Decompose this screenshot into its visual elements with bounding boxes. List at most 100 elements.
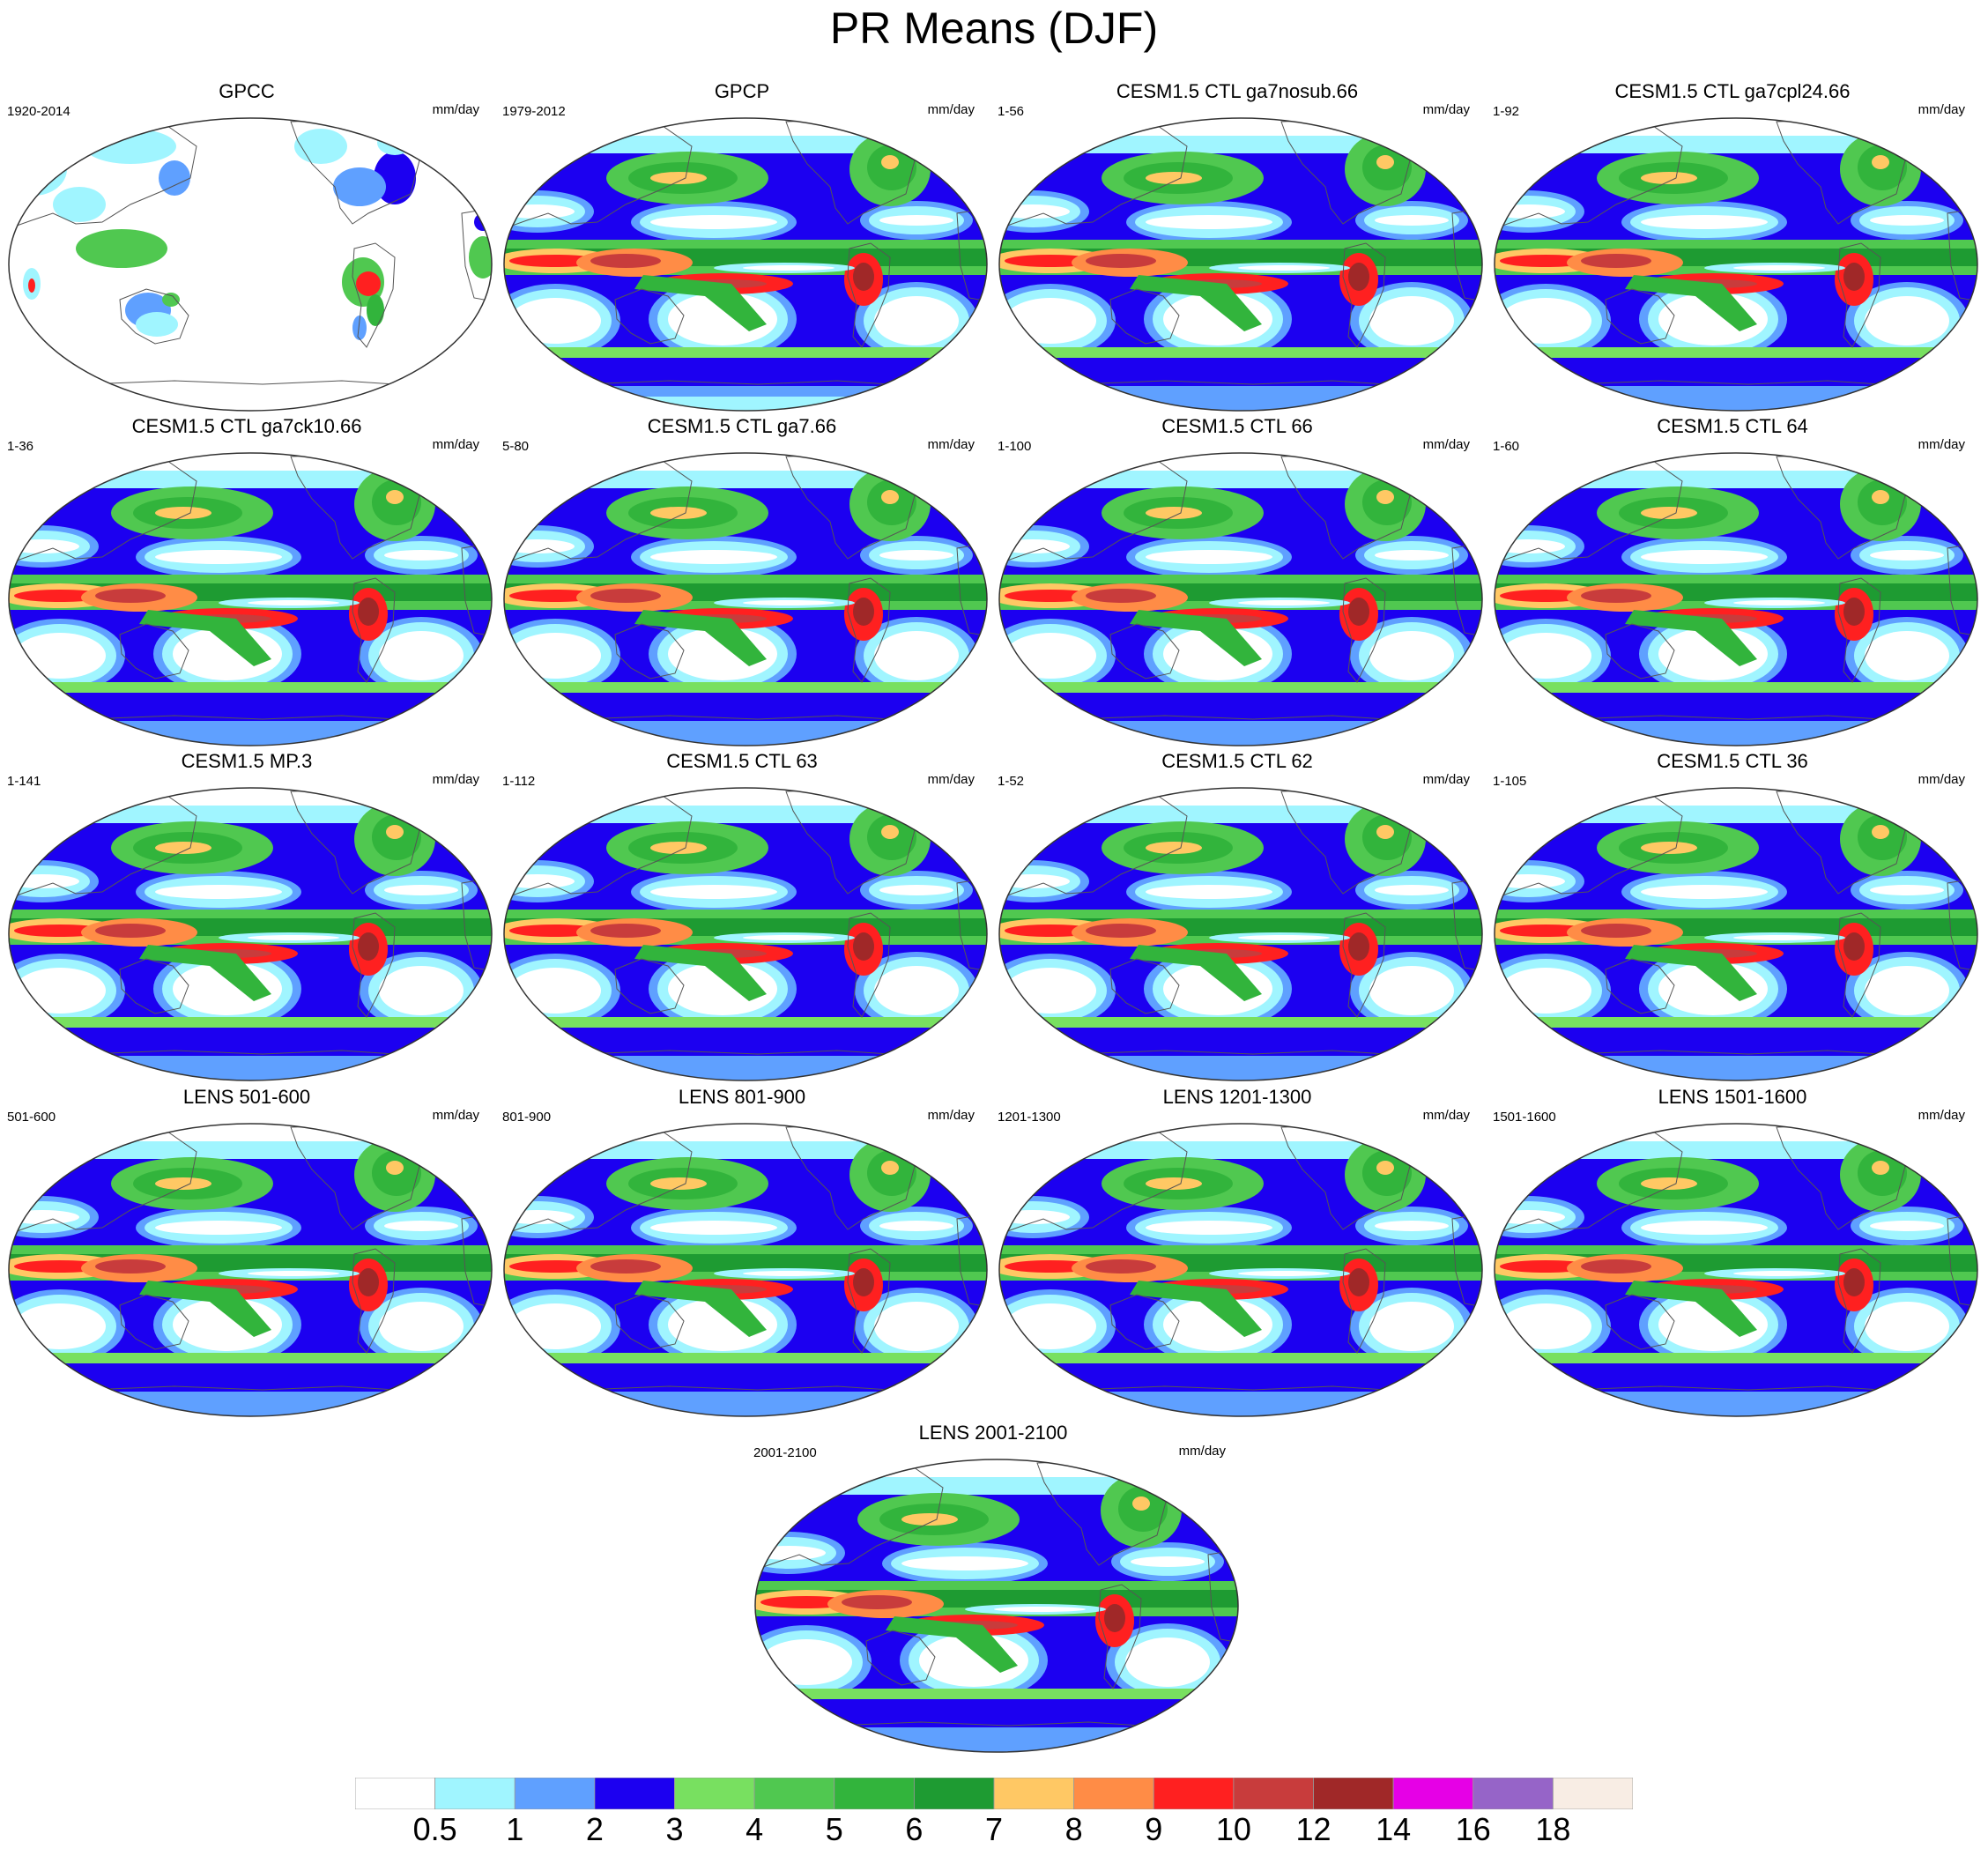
coastline-samerica <box>1837 577 1881 683</box>
coastline-australia <box>1109 623 1180 679</box>
precip-contour <box>1146 550 1272 564</box>
precip-contour <box>1495 1363 1977 1393</box>
panel-period: 1920-2014 <box>7 104 70 119</box>
precip-contour <box>874 1302 959 1351</box>
precip-contour <box>1865 966 1949 1015</box>
panel-units: mm/day <box>1422 772 1470 787</box>
precip-contour <box>379 1302 464 1351</box>
map-panel: CESM1.5 CTL 64 1-60 mm/day <box>1486 416 1979 749</box>
precip-contour <box>358 1268 379 1296</box>
coastline-asia <box>1495 788 1683 900</box>
map-border <box>1494 117 1978 412</box>
panel-period: 501-600 <box>7 1110 56 1125</box>
colorbar-box <box>1392 1778 1474 1809</box>
coastline-samerica <box>352 912 396 1018</box>
precip-contour <box>139 610 271 666</box>
precip-contour <box>1870 1221 1944 1231</box>
panel-period: 801-900 <box>502 1110 552 1125</box>
coastline-asia <box>999 788 1188 900</box>
map-panel: GPCC 1920-2014 mm/day <box>0 81 493 414</box>
colorbar-box <box>1073 1778 1154 1809</box>
map-panel: LENS 501-600 501-600 mm/day <box>0 1087 493 1420</box>
colorbar-box <box>993 1778 1075 1809</box>
precip-contour <box>95 924 166 938</box>
precip-contour <box>26 145 58 166</box>
colorbar-box <box>1233 1778 1314 1809</box>
coastline-samerica <box>1342 1248 1386 1354</box>
precip-map <box>754 1459 1239 1753</box>
coastline-samerica <box>847 577 891 683</box>
precip-contour <box>999 721 1482 746</box>
coastline-asia <box>504 453 693 565</box>
precip-contour <box>1369 966 1454 1015</box>
precip-contour <box>1238 265 1330 271</box>
precip-contour <box>504 347 987 358</box>
precip-contour <box>9 682 492 693</box>
precip-contour <box>1495 1028 1977 1058</box>
coastline-australia <box>119 958 189 1014</box>
precip-contour <box>1733 265 1825 271</box>
coastline-australia <box>614 1294 685 1350</box>
precip-contour <box>504 1028 987 1058</box>
precip-contour <box>159 160 190 196</box>
precip-contour <box>504 358 987 388</box>
precip-contour <box>504 693 987 723</box>
map-border <box>8 787 493 1081</box>
precip-contour <box>9 1392 492 1416</box>
precip-contour <box>155 550 282 564</box>
map-panel: CESM1.5 CTL 36 1-105 mm/day <box>1486 751 1979 1084</box>
panel-units: mm/day <box>432 437 479 452</box>
precip-contour <box>842 1595 912 1609</box>
precip-contour <box>504 1363 987 1393</box>
precip-contour <box>743 265 835 271</box>
precip-contour <box>590 924 661 938</box>
colorbar-tick-label: 8 <box>1064 1811 1083 1847</box>
precip-contour <box>248 600 339 605</box>
precip-contour <box>85 129 176 164</box>
precip-contour <box>1348 932 1369 961</box>
precip-contour <box>9 1124 492 1141</box>
precip-contour <box>853 263 874 291</box>
precip-contour <box>999 1353 1482 1363</box>
precip-contour <box>1625 1281 1757 1337</box>
precip-contour <box>384 885 458 895</box>
panel-title: CESM1.5 CTL 63 <box>666 750 818 772</box>
precip-contour <box>755 1699 1238 1729</box>
precip-contour <box>1375 885 1449 895</box>
precip-contour <box>901 1556 1028 1571</box>
precip-contour <box>9 1017 492 1028</box>
precip-contour <box>650 172 707 184</box>
precip-contour <box>28 278 35 293</box>
precip-contour <box>9 1056 492 1080</box>
precip-contour <box>504 1392 987 1416</box>
coastline-australia <box>1605 623 1675 679</box>
precip-contour <box>9 1028 492 1058</box>
precip-contour <box>1641 1221 1768 1235</box>
precip-contour <box>1733 600 1825 605</box>
colorbar-box <box>1472 1778 1554 1809</box>
panel-period: 1-92 <box>1493 104 1520 119</box>
precip-contour <box>1375 1221 1449 1231</box>
coastline-asia <box>9 1124 197 1236</box>
precip-contour <box>650 215 777 229</box>
precip-contour <box>1733 1271 1825 1276</box>
map-panel: CESM1.5 CTL 66 1-100 mm/day <box>990 416 1484 749</box>
precip-contour <box>377 130 412 155</box>
precip-map <box>503 117 988 412</box>
precip-contour <box>1125 1637 1210 1687</box>
precip-contour <box>999 1124 1482 1141</box>
precip-contour <box>874 966 959 1015</box>
precip-contour <box>474 213 492 231</box>
precip-contour <box>367 294 384 326</box>
precip-contour <box>743 600 835 605</box>
panel-units: mm/day <box>1918 437 1965 452</box>
precip-contour <box>1843 598 1865 626</box>
panel-title: CESM1.5 CTL ga7cpl24.66 <box>1614 80 1851 102</box>
colorbar-tick-label: 7 <box>984 1811 1004 1847</box>
precip-contour <box>1086 589 1156 603</box>
precip-map <box>1494 117 1978 412</box>
precip-contour <box>1376 1161 1394 1175</box>
colorbar-box <box>913 1778 995 1809</box>
coastline-asia <box>9 453 197 565</box>
precip-contour <box>1581 254 1651 268</box>
